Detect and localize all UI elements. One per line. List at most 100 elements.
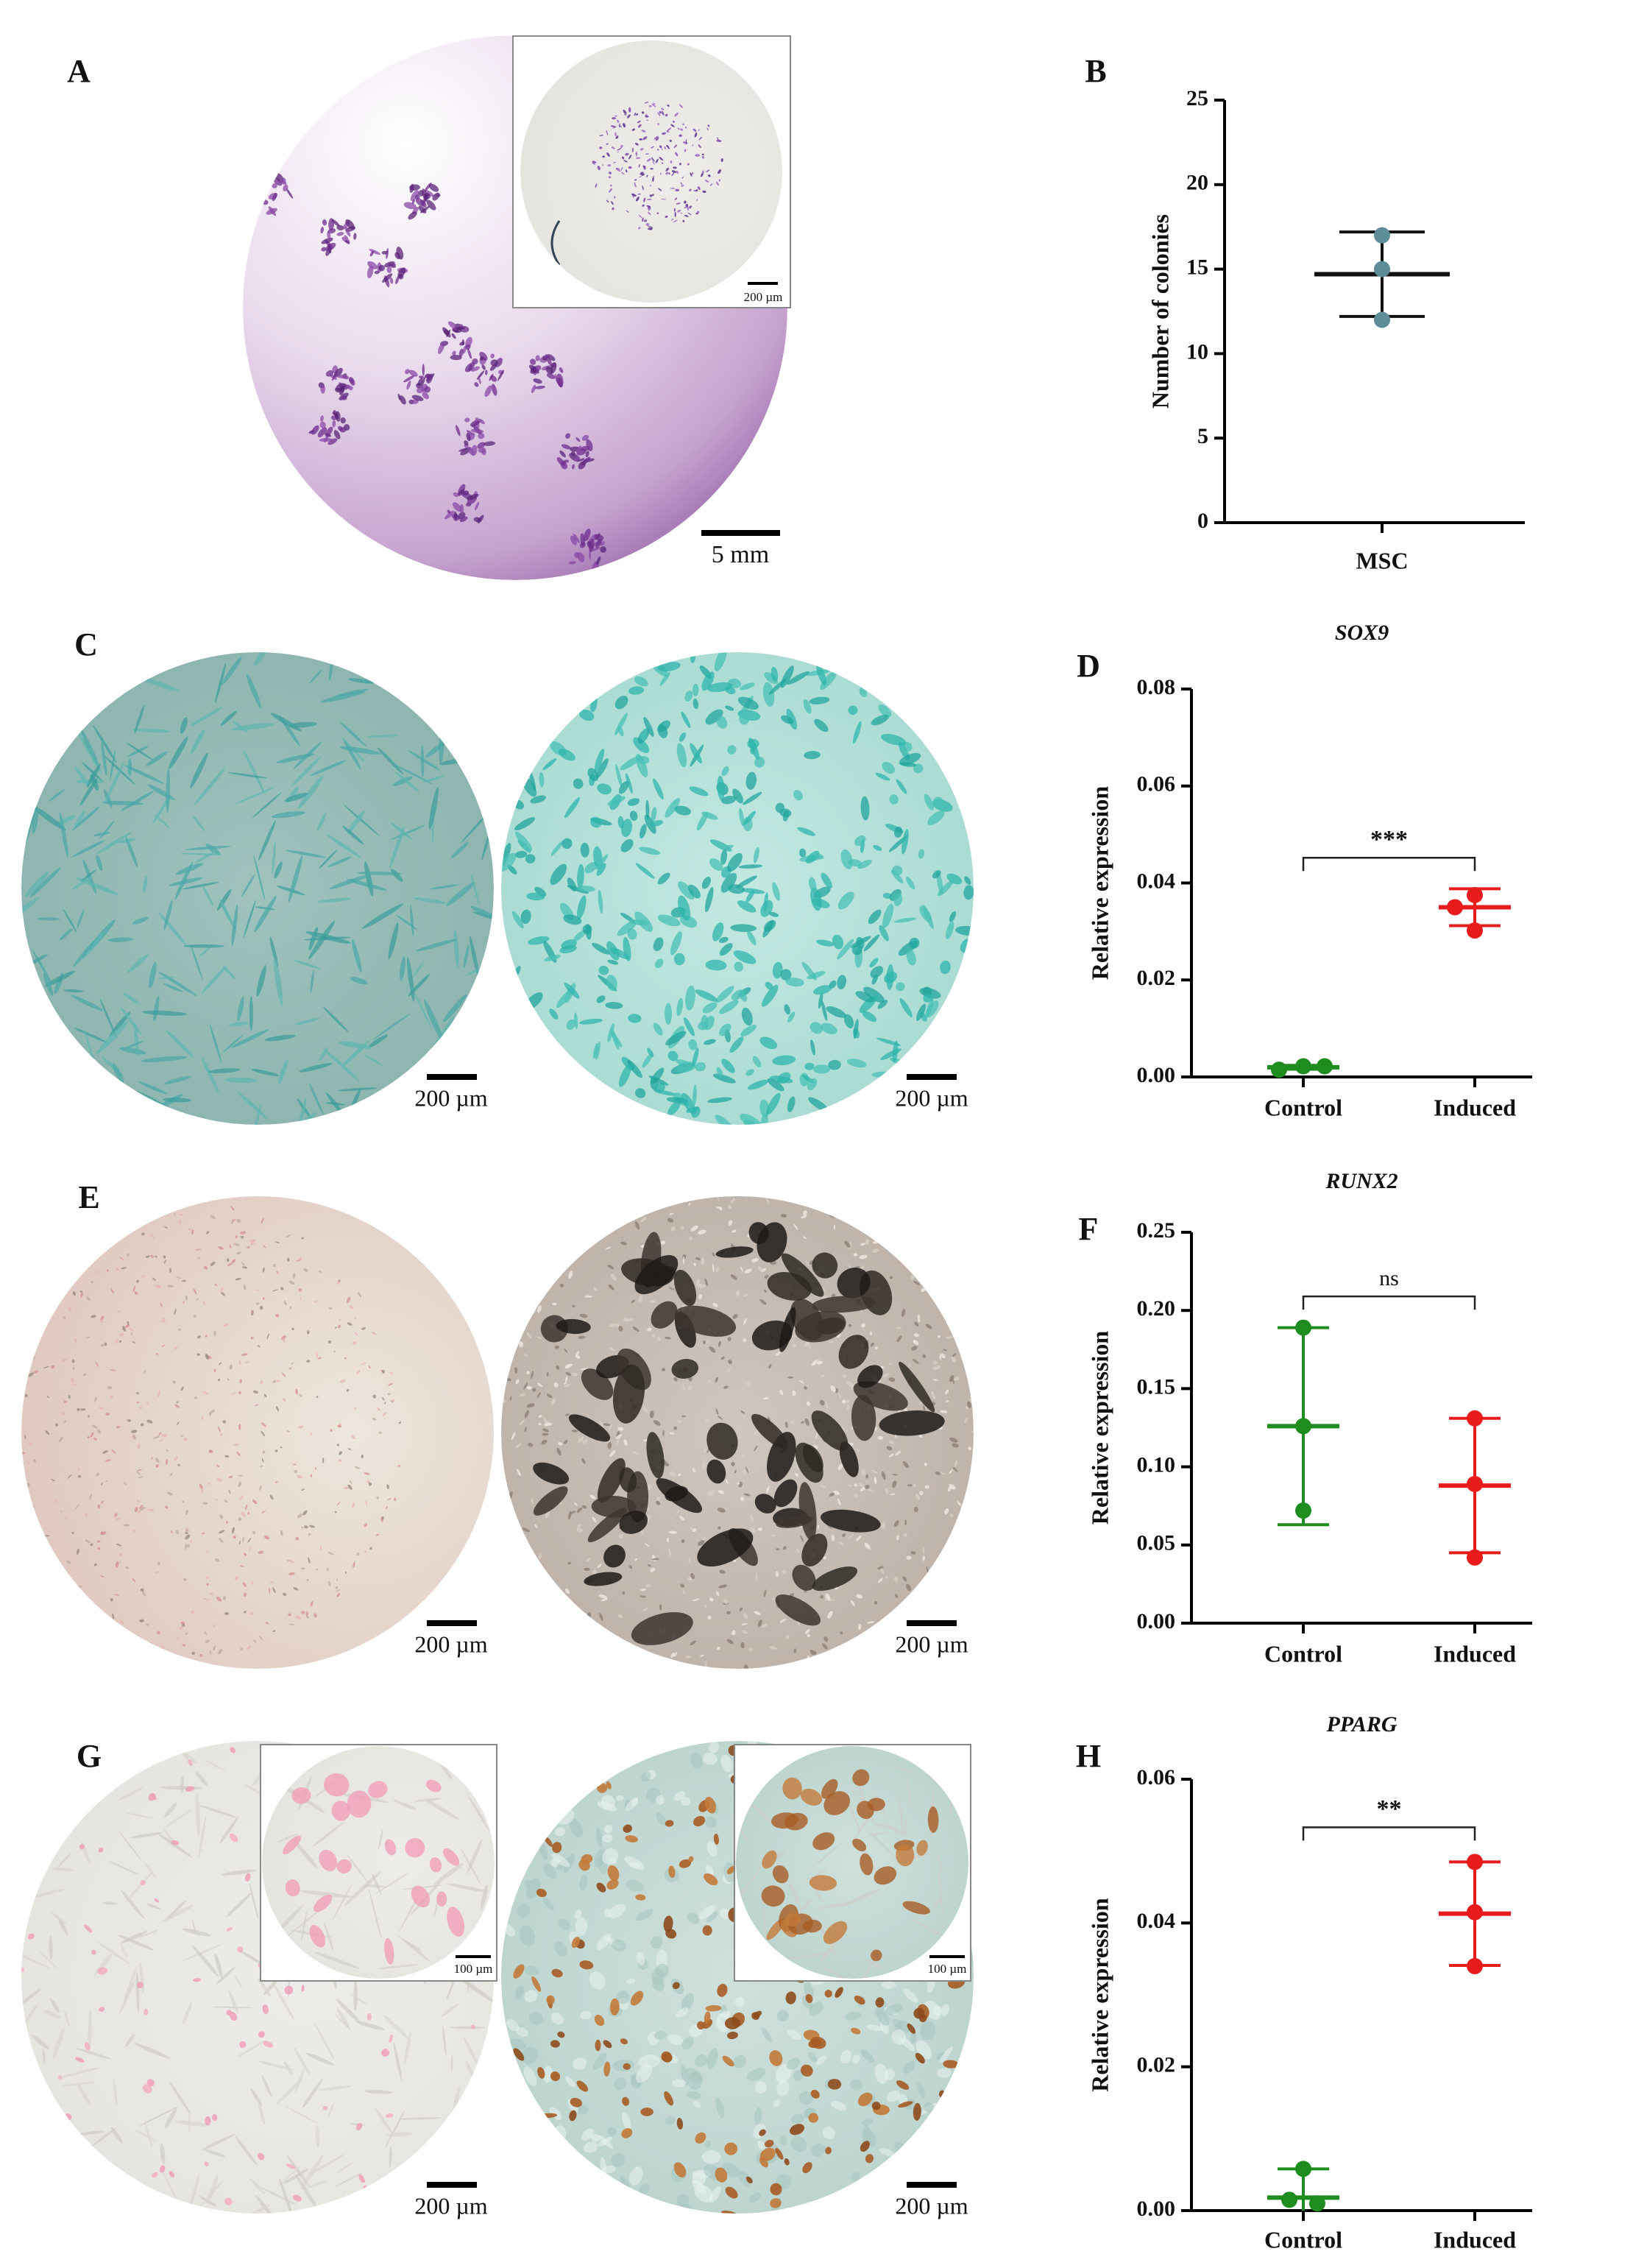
cell: [163, 1904, 194, 1921]
cell: [690, 1752, 703, 1770]
cell: [378, 1829, 383, 1850]
cell: [88, 2010, 92, 2053]
cell: [899, 1791, 904, 1839]
cell: [326, 1567, 329, 1572]
cell: [381, 1369, 385, 1374]
cell: [294, 1469, 298, 1474]
cell: [732, 1314, 738, 1319]
cell: [71, 1531, 74, 1534]
cell: [678, 895, 691, 921]
cell: [93, 1563, 97, 1566]
cell: [169, 2171, 175, 2178]
cell: [646, 174, 648, 177]
cell: [375, 2108, 393, 2135]
cell: [790, 2113, 804, 2124]
cell: [411, 399, 419, 404]
cell: [384, 1839, 397, 1856]
cell: [808, 1843, 843, 1871]
cell: [72, 1383, 77, 1386]
cell: [745, 1382, 751, 1385]
cell: [838, 1392, 841, 1399]
cell: [632, 1326, 640, 1332]
cell: [126, 1419, 130, 1422]
cell: [305, 931, 351, 944]
cell: [796, 1462, 799, 1471]
cell: [271, 811, 306, 819]
cell: [144, 2122, 152, 2147]
cell: [222, 1034, 244, 1053]
cell: [73, 1619, 77, 1622]
cell: [537, 2067, 545, 2079]
cell: [871, 1949, 882, 1962]
cell: [314, 1613, 317, 1618]
y-tick-label: 0.00: [1137, 2197, 1176, 2221]
cell: [225, 1521, 228, 1524]
cell: [291, 1787, 311, 1804]
cell: [558, 1441, 563, 1446]
cell: [567, 1562, 572, 1565]
cell: [655, 136, 659, 141]
cell: [393, 776, 413, 786]
cell: [404, 2031, 412, 2064]
cell: [450, 2026, 486, 2029]
cell: [29, 1533, 34, 1539]
y-tick-label: 0.00: [1137, 1609, 1176, 1633]
cell: [915, 2052, 925, 2064]
cell: [262, 2004, 269, 2015]
cell: [34, 1370, 38, 1374]
cell: [546, 1995, 555, 2004]
cell: [63, 908, 77, 933]
cell: [142, 1010, 187, 1016]
cell: [620, 166, 623, 172]
cell: [259, 2060, 274, 2066]
cell: [708, 1742, 720, 1753]
cell: [65, 1278, 71, 1280]
cell: [358, 2175, 365, 2183]
cell: [870, 1342, 874, 1347]
cell: [903, 1533, 907, 1538]
cell: [310, 969, 314, 994]
cell: [627, 928, 637, 940]
cell: [751, 2012, 760, 2021]
cell: [213, 1368, 216, 1372]
cell: [255, 1404, 259, 1407]
cell: [89, 1494, 92, 1500]
cell: [533, 1486, 568, 1516]
cell: [194, 1315, 196, 1318]
y-axis-label: Number of colonies: [1147, 214, 1173, 409]
cell: [432, 192, 440, 201]
cell: [622, 156, 625, 160]
cell: [484, 385, 492, 398]
cell: [568, 1511, 576, 1514]
cell: [438, 342, 445, 354]
cell: [741, 1622, 748, 1625]
cell: [727, 852, 743, 872]
cell: [869, 1831, 898, 1859]
cell: [884, 2004, 903, 2016]
cell: [901, 1308, 906, 1318]
cell: [552, 1842, 562, 1854]
cell: [132, 1285, 136, 1293]
cell: [682, 219, 685, 222]
cell: [642, 1406, 649, 1414]
cell: [618, 780, 629, 794]
cell: [648, 1564, 651, 1567]
cell: [536, 1382, 543, 1388]
cell: [378, 1964, 420, 1969]
cell: [576, 895, 587, 919]
cell: [671, 1359, 699, 1379]
cell: [71, 840, 105, 858]
cell: [716, 181, 719, 186]
cell: [568, 561, 576, 565]
cell: [273, 1263, 276, 1268]
cell: [143, 875, 148, 894]
cell: [127, 758, 132, 777]
cell: [623, 2063, 631, 2070]
cell: [201, 2133, 235, 2151]
cell: [631, 128, 636, 131]
cell: [425, 190, 434, 197]
cell: [614, 196, 616, 199]
cell: [922, 1405, 926, 1411]
cell: [745, 1069, 754, 1076]
cell: [166, 1491, 173, 1496]
